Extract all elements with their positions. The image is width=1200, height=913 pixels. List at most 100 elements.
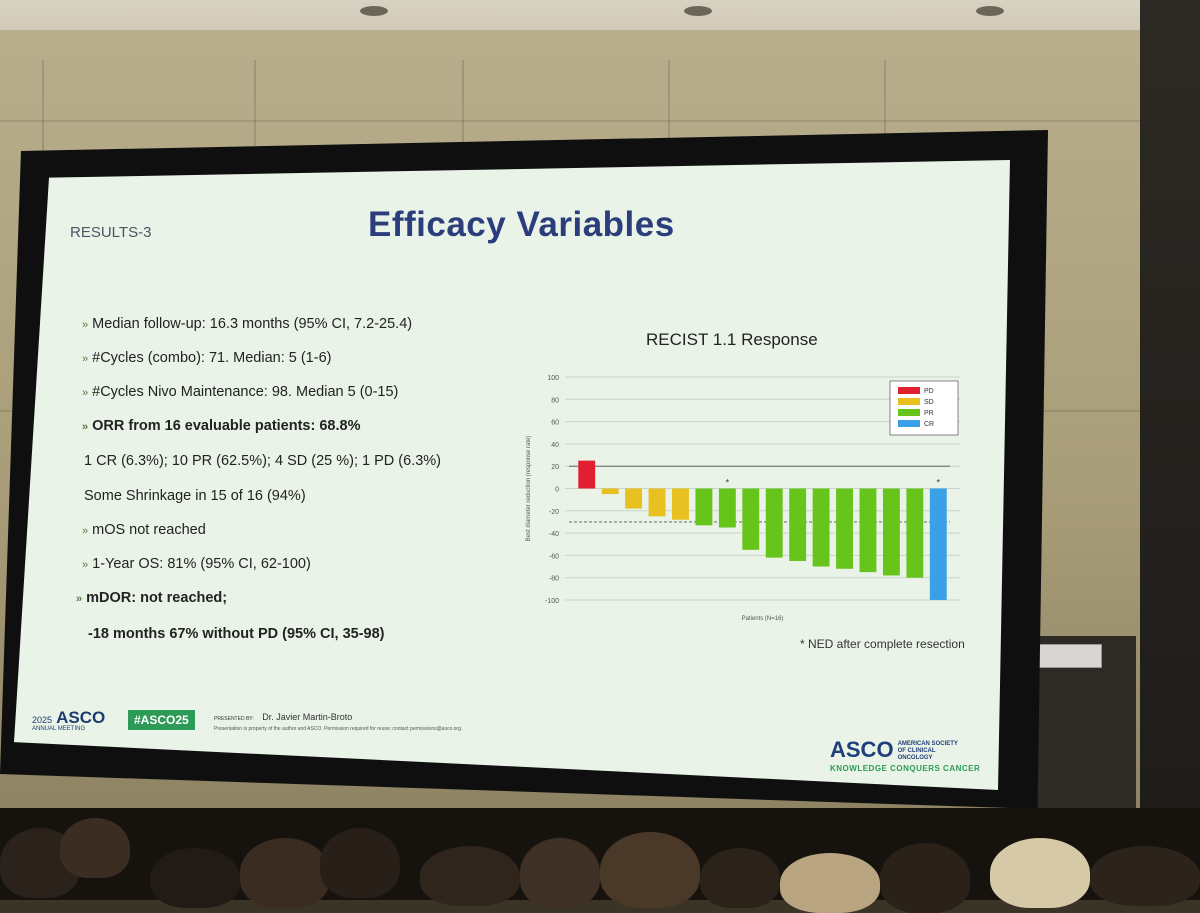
bullet-text: #Cycles (combo): 71. Median: 5 (1-6)	[92, 350, 332, 366]
legend-swatch	[898, 398, 920, 405]
bullet-item: » mOS not reached	[82, 522, 206, 538]
slide	[14, 160, 1010, 790]
hashtag-badge: #ASCO25	[128, 710, 195, 730]
audience-head	[520, 838, 600, 908]
y-tick-label: -20	[549, 509, 559, 516]
waterfall-bar	[906, 488, 924, 578]
bullet-item: 1 CR (6.3%); 10 PR (62.5%); 4 SD (25 %);…	[84, 453, 441, 469]
ceiling-light	[684, 6, 712, 16]
y-axis-label: Best diameter reduction (response rate)	[526, 436, 532, 542]
waterfall-bar	[765, 488, 783, 558]
waterfall-bar	[929, 488, 947, 600]
bullet-text: mOS not reached	[92, 522, 206, 538]
waterfall-bar	[742, 488, 760, 550]
side-wall	[1140, 0, 1200, 900]
chart-title: RECIST 1.1 Response	[646, 330, 818, 349]
legend-swatch	[898, 420, 920, 427]
bullet-item: » #Cycles Nivo Maintenance: 98. Median 5 …	[82, 384, 398, 400]
audience-head	[990, 838, 1090, 908]
legend-label: SD	[924, 399, 934, 406]
bullet-marker-icon: »	[82, 421, 89, 433]
audience-head	[320, 828, 400, 898]
bullet-text: mDOR: not reached;	[86, 590, 228, 606]
bullet-marker-icon: »	[82, 387, 89, 399]
audience-head	[420, 846, 520, 906]
legend-label: PD	[924, 388, 934, 395]
asco-name: ASCO	[56, 708, 106, 727]
audience-head	[780, 853, 880, 913]
waterfall-bar	[812, 488, 830, 567]
bullet-item: » #Cycles (combo): 71. Median: 5 (1-6)	[82, 350, 331, 366]
waterfall-bar	[578, 460, 596, 489]
waterfall-chart: 100 80 60 40 20 0 -20 -40 -60 -80 -100 * * Best diame…	[526, 375, 960, 622]
bullet-text: Some Shrinkage in 15 of 16 (94%)	[84, 488, 306, 504]
waterfall-bar	[882, 488, 900, 576]
audience-head	[700, 848, 780, 908]
legend-label: PR	[924, 410, 934, 417]
waterfall-bar	[718, 488, 736, 528]
star-marker: *	[937, 478, 941, 488]
y-tick-label: -100	[545, 598, 559, 605]
y-tick-label: 20	[551, 464, 559, 471]
waterfall-bar	[695, 488, 713, 526]
bullet-marker-icon: »	[76, 593, 83, 605]
audience-head	[60, 818, 130, 878]
audience-head	[1090, 846, 1200, 906]
side-panel	[1026, 636, 1136, 836]
ceiling-light	[360, 6, 388, 16]
y-tick-label: -60	[549, 553, 559, 560]
bullet-text: #Cycles Nivo Maintenance: 98. Median 5 (…	[92, 384, 399, 400]
slide-title: Efficacy Variables	[368, 205, 675, 244]
bullet-item: -18 months 67% without PD (95% CI, 35-98…	[88, 626, 385, 642]
asco-meeting-logo: 2025 ASCO ANNUAL MEETING	[32, 708, 106, 732]
y-tick-label: 80	[551, 397, 559, 404]
asco-society: AMERICAN SOCIETY OF CLINICAL ONCOLOGY	[897, 741, 958, 761]
audience-head	[600, 832, 700, 908]
asco-brand-name: ASCO	[830, 737, 894, 762]
bullet-text: Median follow-up: 16.3 months (95% CI, 7…	[92, 316, 413, 332]
waterfall-bar	[836, 488, 853, 569]
legend-swatch	[898, 387, 920, 394]
bullet-marker-icon: »	[82, 319, 89, 331]
bullet-item: » mDOR: not reached;	[76, 590, 227, 606]
y-tick-label: -80	[549, 576, 559, 583]
waterfall-bar	[859, 488, 877, 573]
side-panel-sign	[1034, 644, 1102, 668]
bullet-marker-icon: »	[82, 525, 89, 537]
presented-by-label: PRESENTED BY:	[214, 716, 254, 722]
ceiling-light	[976, 6, 1004, 16]
bullet-item: » 1-Year OS: 81% (95% CI, 62-100)	[82, 556, 311, 572]
bullet-text: 1 CR (6.3%); 10 PR (62.5%); 4 SD (25 %);…	[84, 453, 441, 469]
asco-year: 2025	[32, 715, 53, 725]
legend-label: CR	[924, 421, 934, 428]
asco-tagline: KNOWLEDGE CONQUERS CANCER	[830, 764, 981, 773]
star-marker: *	[726, 478, 730, 488]
y-tick-label: 40	[551, 442, 559, 449]
bullet-item: » Median follow-up: 16.3 months (95% CI, …	[82, 316, 412, 332]
audience-head	[150, 848, 240, 908]
x-axis-label: Patients (N=16)	[742, 616, 784, 622]
disclaimer: Presentation is property of the author a…	[214, 726, 463, 732]
audience	[0, 808, 1200, 913]
y-tick-label: 0	[555, 487, 559, 494]
bullet-item: Some Shrinkage in 15 of 16 (94%)	[84, 488, 306, 504]
bullet-text: ORR from 16 evaluable patients: 68.8%	[92, 418, 361, 434]
waterfall-bar	[672, 488, 689, 520]
asco-brand-logo: ASCO AMERICAN SOCIETY OF CLINICAL ONCOLO…	[830, 737, 958, 763]
chart-note: * NED after complete resection	[800, 637, 965, 651]
bullet-text: 1-Year OS: 81% (95% CI, 62-100)	[92, 556, 311, 572]
bullet-text: -18 months 67% without PD (95% CI, 35-98…	[88, 626, 385, 642]
audience-head	[880, 843, 970, 913]
bullet-marker-icon: »	[82, 353, 89, 365]
y-tick-label: 60	[551, 420, 559, 427]
bullet-item: » ORR from 16 evaluable patients: 68.8%	[82, 418, 360, 434]
audience-head	[240, 838, 330, 908]
presenter: PRESENTED BY: Dr. Javier Martin-Broto	[214, 712, 352, 722]
waterfall-bar	[601, 488, 619, 495]
y-tick-label: 100	[547, 375, 559, 382]
legend-swatch	[898, 409, 920, 416]
presenter-name: Dr. Javier Martin-Broto	[262, 712, 353, 722]
waterfall-bar	[789, 488, 807, 561]
waterfall-bar	[625, 488, 643, 509]
waterfall-bar	[648, 488, 666, 517]
